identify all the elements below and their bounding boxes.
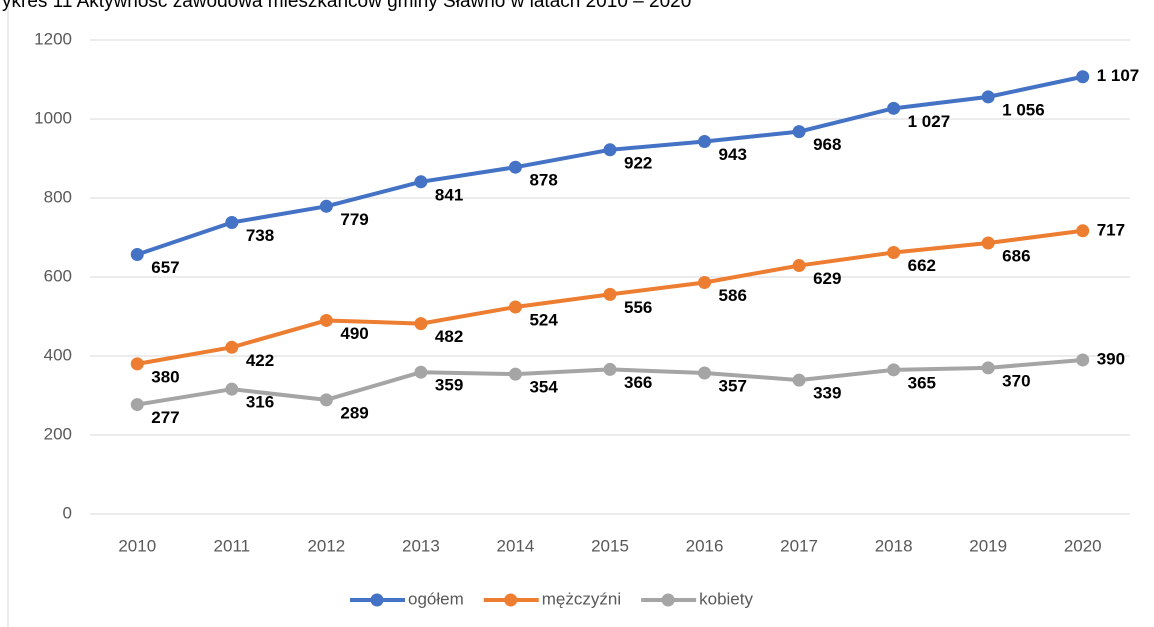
point <box>225 215 239 229</box>
data-label: 738 <box>246 226 274 245</box>
data-label: 1 027 <box>908 112 951 131</box>
point <box>508 367 522 381</box>
data-label: 662 <box>908 256 936 275</box>
point <box>887 363 901 377</box>
point <box>698 135 712 149</box>
point <box>981 90 995 104</box>
data-label: 556 <box>624 298 652 317</box>
point <box>130 247 144 261</box>
point <box>130 357 144 371</box>
data-label: 422 <box>246 351 274 370</box>
point <box>698 276 712 290</box>
y-tick-label: 0 <box>63 503 72 522</box>
series-line <box>136 74 1084 257</box>
data-label: 490 <box>340 324 368 343</box>
point <box>792 125 806 139</box>
data-label: 359 <box>435 376 463 395</box>
data-label: 289 <box>340 403 368 422</box>
data-label: 524 <box>529 311 558 330</box>
point <box>225 382 239 396</box>
x-tick-label: 2010 <box>118 536 156 555</box>
x-tick-label: 2015 <box>591 536 629 555</box>
x-tick-label: 2013 <box>402 536 440 555</box>
x-tick-label: 2012 <box>307 536 345 555</box>
point <box>1076 224 1090 238</box>
data-label: 365 <box>908 373 936 392</box>
y-tick-label: 400 <box>44 345 72 364</box>
point <box>603 143 617 157</box>
point <box>130 398 144 412</box>
x-tick-label: 2011 <box>214 536 251 555</box>
data-label: 686 <box>1002 247 1030 266</box>
data-label: 779 <box>340 210 368 229</box>
data-label: 657 <box>151 258 179 277</box>
data-label: 380 <box>151 367 179 386</box>
point <box>887 101 901 115</box>
data-label: 370 <box>1002 371 1030 390</box>
point <box>1076 353 1090 367</box>
point <box>319 313 333 327</box>
data-label: 629 <box>813 269 841 288</box>
data-label: 390 <box>1097 349 1125 368</box>
data-label: 717 <box>1097 220 1125 239</box>
y-tick-label: 1200 <box>34 29 72 48</box>
chart-title: ykres 11 Aktywność zawodowa mieszkańców … <box>2 0 691 12</box>
data-label: 482 <box>435 327 463 346</box>
x-tick-label: 2014 <box>497 536 535 555</box>
point <box>414 365 428 379</box>
point <box>603 287 617 301</box>
legend-label: ogółem <box>408 589 464 608</box>
y-tick-label: 1000 <box>34 108 72 127</box>
legend-label: mężczyźni <box>542 589 621 608</box>
point <box>698 366 712 380</box>
point <box>1076 70 1090 84</box>
x-tick-label: 2016 <box>686 536 724 555</box>
point <box>319 393 333 407</box>
data-label: 1 056 <box>1002 100 1045 119</box>
point <box>508 160 522 174</box>
point <box>887 246 901 260</box>
data-label: 878 <box>529 171 557 190</box>
point <box>981 361 995 375</box>
legend-marker <box>370 593 384 607</box>
x-tick-label: 2017 <box>780 536 818 555</box>
data-label: 922 <box>624 153 652 172</box>
y-tick-label: 200 <box>44 424 72 443</box>
data-label: 1 107 <box>1097 66 1140 85</box>
y-tick-label: 600 <box>44 266 72 285</box>
point <box>603 362 617 376</box>
data-label: 316 <box>246 393 274 412</box>
point <box>792 373 806 387</box>
legend-label: kobiety <box>699 589 753 608</box>
point <box>981 236 995 250</box>
data-label: 968 <box>813 135 841 154</box>
legend-marker <box>661 593 675 607</box>
data-label: 841 <box>435 185 463 204</box>
point <box>414 175 428 189</box>
data-label: 277 <box>151 408 179 427</box>
x-tick-label: 2020 <box>1064 536 1102 555</box>
data-label: 586 <box>719 286 747 305</box>
point <box>225 340 239 354</box>
legend-marker <box>504 593 518 607</box>
point <box>319 199 333 213</box>
data-label: 366 <box>624 373 652 392</box>
data-label: 354 <box>529 378 558 397</box>
point <box>508 300 522 314</box>
y-tick-label: 800 <box>44 187 72 206</box>
x-tick-label: 2018 <box>875 536 913 555</box>
data-label: 943 <box>719 145 747 164</box>
data-label: 357 <box>719 376 747 395</box>
point <box>414 317 428 331</box>
data-label: 339 <box>813 384 841 403</box>
x-tick-label: 2019 <box>969 536 1007 555</box>
point <box>792 259 806 273</box>
